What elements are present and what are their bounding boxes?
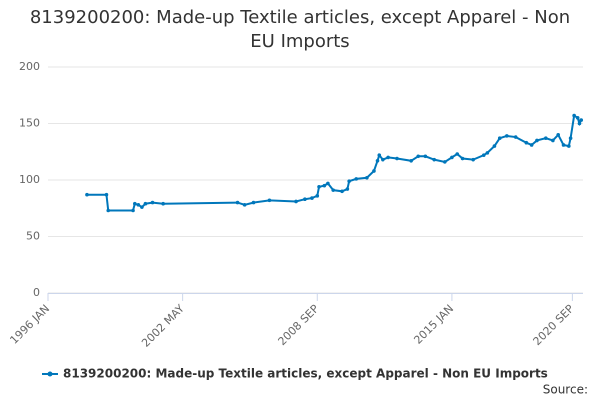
point	[455, 152, 460, 156]
point	[492, 144, 497, 148]
point	[131, 208, 135, 213]
point	[505, 134, 509, 138]
point	[331, 188, 336, 192]
point	[377, 153, 382, 157]
point	[365, 175, 369, 180]
y-tick-label: 150	[19, 117, 40, 130]
point	[161, 201, 165, 206]
point	[386, 155, 390, 160]
point	[423, 154, 428, 159]
point	[150, 200, 155, 205]
point	[140, 205, 144, 209]
point	[317, 184, 321, 189]
point	[529, 143, 534, 147]
point	[409, 158, 413, 163]
point	[315, 194, 320, 198]
x-tick-label: 2002 MAY	[139, 302, 187, 350]
point	[513, 135, 518, 139]
point	[235, 200, 240, 205]
series-line	[86, 113, 583, 212]
point	[443, 160, 447, 164]
point	[450, 155, 454, 160]
point	[551, 138, 555, 143]
point	[577, 121, 582, 126]
x-tick-label: 2008 SEP	[276, 302, 322, 348]
point	[381, 157, 385, 162]
point	[104, 192, 109, 197]
point	[568, 136, 573, 140]
point	[395, 156, 399, 161]
point	[143, 201, 148, 206]
point	[416, 154, 421, 159]
point	[85, 192, 89, 197]
point	[354, 177, 359, 181]
point	[242, 203, 247, 207]
y-tick-label: 100	[19, 173, 40, 186]
legend-label: 8139200200: Made-up Textile articles, ex…	[63, 367, 548, 381]
point	[340, 189, 344, 194]
x-tick-label: 1996 JAN	[7, 302, 52, 347]
point	[303, 197, 307, 202]
point	[375, 158, 380, 163]
x-tick-label: 2020 SEP	[531, 302, 577, 348]
chart-title: 8139200200: Made-up Textile articles, ex…	[29, 7, 571, 52]
point	[345, 187, 350, 191]
y-tick-label: 200	[19, 60, 40, 73]
point	[372, 169, 376, 173]
point	[322, 183, 327, 188]
source: Source:	[543, 383, 588, 397]
point	[471, 157, 475, 162]
point	[267, 198, 272, 203]
point	[575, 116, 580, 120]
point	[497, 136, 502, 140]
point	[133, 201, 137, 206]
legend-marker	[47, 371, 53, 377]
point	[556, 133, 560, 137]
point	[535, 138, 539, 143]
point	[294, 199, 298, 204]
point	[460, 156, 465, 161]
y-tick-label: 0	[33, 286, 40, 299]
point	[432, 157, 436, 162]
point	[485, 151, 490, 155]
point	[579, 118, 584, 122]
point	[310, 196, 314, 200]
point	[567, 144, 571, 148]
point	[136, 203, 141, 207]
point	[561, 143, 566, 147]
point	[543, 136, 548, 140]
point	[106, 208, 111, 213]
point	[572, 113, 576, 118]
point	[326, 181, 330, 186]
x-tick-label: 2015 JAN	[411, 302, 456, 347]
point	[481, 153, 486, 157]
y-tick-label: 50	[26, 230, 40, 243]
point	[524, 140, 529, 145]
point	[251, 200, 256, 205]
point	[347, 179, 351, 183]
